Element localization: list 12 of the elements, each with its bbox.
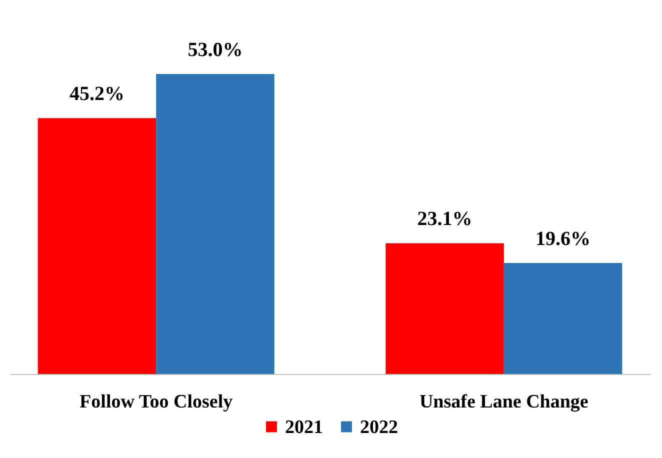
bar: [386, 243, 504, 374]
bar: [38, 118, 156, 374]
data-label: 23.1%: [417, 208, 472, 230]
data-label: 45.2%: [69, 83, 124, 106]
data-label: 53.0%: [188, 39, 243, 61]
data-label: 19.6%: [536, 228, 591, 250]
legend-label: 2022: [360, 416, 398, 438]
x-tick-label: Follow Too Closely: [80, 392, 234, 412]
bar: [156, 74, 274, 374]
legend-label: 2021: [285, 416, 323, 438]
x-tick-label: Unsafe Lane Change: [419, 392, 588, 412]
bar: [504, 263, 622, 374]
